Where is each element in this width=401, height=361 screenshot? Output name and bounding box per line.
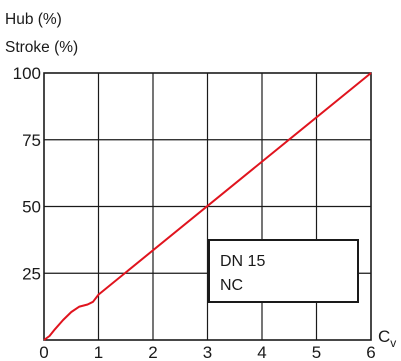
y-tick-labels: 25 50 75 100	[13, 64, 41, 283]
x-tick-label-5: 5	[312, 343, 321, 361]
y-tick-label-100: 100	[13, 64, 41, 83]
y-tick-label-50: 50	[22, 198, 41, 217]
x-tick-label-2: 2	[148, 343, 157, 361]
x-tick-label-1: 1	[94, 343, 103, 361]
x-tick-labels: 0 1 2 3 4 5 6	[39, 343, 375, 361]
series-group	[43, 72, 372, 341]
x-tick-label-0: 0	[39, 343, 48, 361]
y-axis-label-line-2: Stroke (%)	[5, 39, 78, 56]
annotation-box: DN 15 NC	[208, 239, 359, 303]
annotation-line-1: DN 15	[220, 253, 265, 270]
annotation-line-2: NC	[220, 277, 243, 294]
x-axis-label-subscript: v	[390, 336, 396, 350]
x-axis-label-main: C	[378, 327, 390, 346]
x-tick-label-4: 4	[257, 343, 266, 361]
annotation-box-frame	[208, 239, 359, 303]
x-tick-label-6: 6	[366, 343, 375, 361]
plot-frame	[43, 72, 372, 341]
series-line-0	[43, 72, 372, 341]
y-tick-label-25: 25	[22, 264, 41, 283]
y-axis-label-line-1: Hub (%)	[5, 11, 62, 28]
x-axis-label: Cv	[378, 327, 396, 350]
y-tick-label-75: 75	[22, 131, 41, 150]
x-tick-label-3: 3	[203, 343, 212, 361]
